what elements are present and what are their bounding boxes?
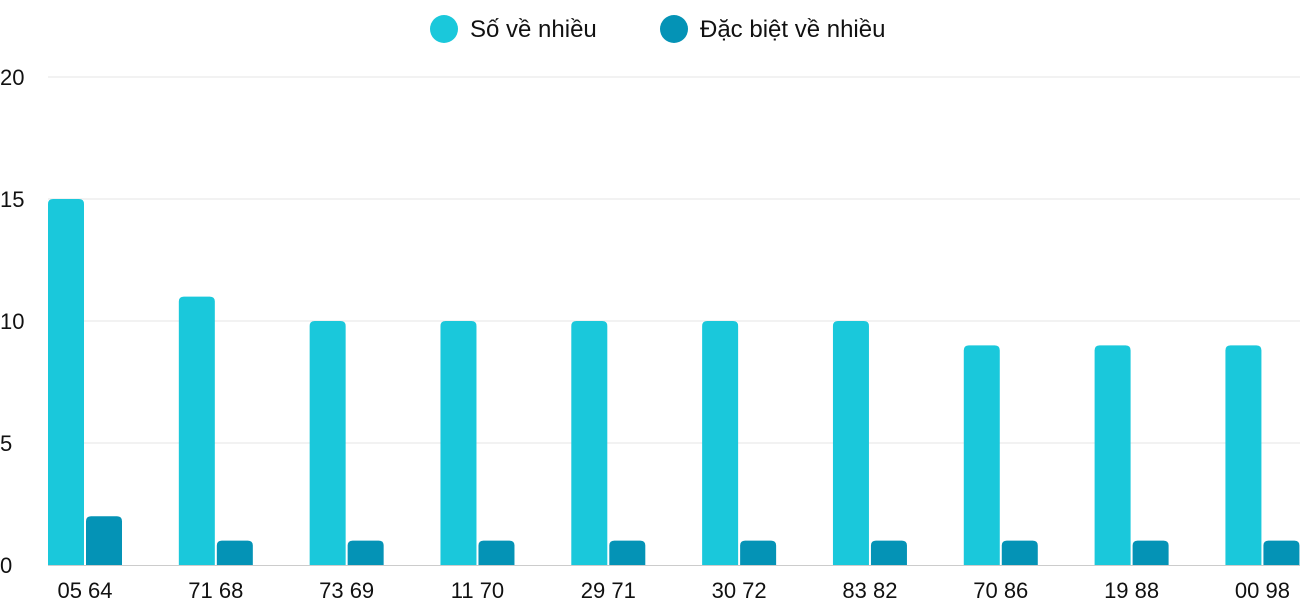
bar-dac-biet-ve-nhieu[interactable] [1132, 540, 1169, 565]
x-tick-label: 05 64 [57, 578, 112, 600]
bar-dac-biet-ve-nhieu[interactable] [609, 540, 646, 565]
bar-so-ve-nhieu[interactable] [48, 199, 84, 565]
bar-so-ve-nhieu[interactable] [1225, 345, 1262, 565]
legend-label[interactable]: Đặc biệt về nhiều [700, 16, 885, 43]
x-tick-label: 30 72 [712, 578, 767, 600]
x-tick-label: 83 82 [842, 578, 897, 600]
bars [48, 199, 1300, 565]
bar-so-ve-nhieu[interactable] [440, 321, 477, 565]
y-tick-label: 5 [0, 431, 12, 456]
bar-so-ve-nhieu[interactable] [702, 321, 739, 565]
gridlines [48, 76, 1300, 444]
y-tick-label: 0 [0, 553, 12, 578]
bar-dac-biet-ve-nhieu[interactable] [1263, 540, 1300, 565]
x-axis: 05 64 71 68 73 69 11 70 29 71 30 72 83 82 70 86… [57, 578, 1289, 600]
bar-so-ve-nhieu[interactable] [1094, 345, 1131, 565]
x-tick-label: 73 69 [319, 578, 374, 600]
x-tick-label: 70 86 [973, 578, 1028, 600]
y-axis: 0 5 10 15 20 [0, 65, 1300, 578]
legend-swatch [660, 15, 688, 43]
bar-dac-biet-ve-nhieu[interactable] [1001, 540, 1038, 565]
y-tick-label: 20 [0, 65, 24, 90]
bar-dac-biet-ve-nhieu[interactable] [86, 516, 122, 565]
y-tick-label: 15 [0, 187, 24, 212]
bar-so-ve-nhieu[interactable] [178, 296, 215, 565]
bar-so-ve-nhieu[interactable] [963, 345, 1000, 565]
bar-dac-biet-ve-nhieu[interactable] [740, 540, 777, 565]
bar-dac-biet-ve-nhieu[interactable] [870, 540, 907, 565]
x-tick-label: 00 98 [1235, 578, 1290, 600]
bar-so-ve-nhieu[interactable] [571, 321, 608, 565]
x-tick-label: 29 71 [581, 578, 636, 600]
x-tick-label: 19 88 [1104, 578, 1159, 600]
legend-label[interactable]: Số về nhiều [470, 16, 597, 43]
legend-swatch [430, 15, 458, 43]
bar-dac-biet-ve-nhieu[interactable] [347, 540, 384, 565]
bar-so-ve-nhieu[interactable] [832, 321, 869, 565]
x-tick-label: 11 70 [451, 578, 504, 600]
bar-dac-biet-ve-nhieu[interactable] [478, 540, 515, 565]
legend: Số về nhiều Đặc biệt về nhiều [430, 15, 885, 43]
x-tick-label: 71 68 [188, 578, 243, 600]
bar-so-ve-nhieu[interactable] [309, 321, 346, 565]
y-tick-label: 10 [0, 309, 24, 334]
bar-dac-biet-ve-nhieu[interactable] [216, 540, 253, 565]
